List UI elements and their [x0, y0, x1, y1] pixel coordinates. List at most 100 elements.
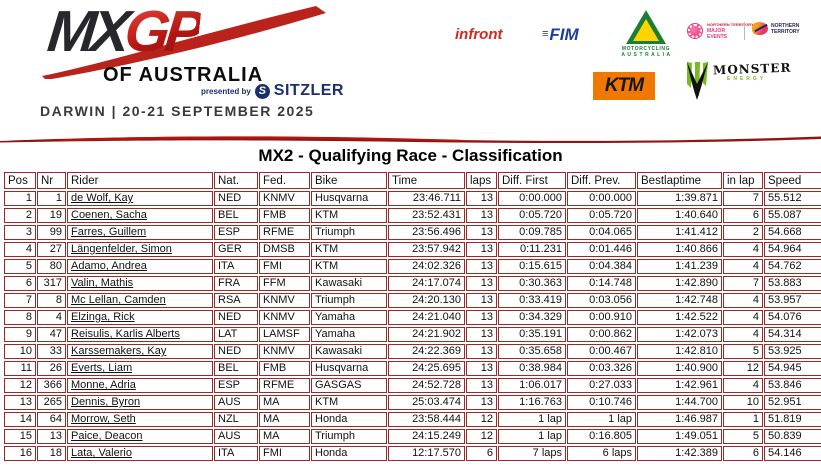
sitzler-logo: SITZLER	[273, 82, 344, 99]
table-row: 16 18 Lata, Valerio ITA FMI Honda 12:17.570 6 7 …	[4, 446, 821, 461]
column-header: Fed.	[259, 172, 310, 189]
table-cell: 24:21.902	[388, 327, 465, 342]
table-cell: 54.964	[764, 242, 821, 257]
table-cell: 54.146	[764, 446, 821, 461]
table-cell: 51.819	[764, 412, 821, 427]
table-cell: MA	[259, 429, 310, 444]
table-cell: Honda	[311, 412, 387, 427]
table-cell: 24:15.249	[388, 429, 465, 444]
column-header: in lap	[723, 172, 763, 189]
table-cell: 13	[466, 259, 497, 274]
table-cell: NED	[214, 344, 258, 359]
table-cell: 64	[37, 412, 66, 427]
table-cell: 5	[4, 259, 36, 274]
table-row: 12 366 Monne, Adria ESP RFME GASGAS 24:52.728 1…	[4, 378, 821, 393]
table-cell: 24:17.074	[388, 276, 465, 291]
rider-link[interactable]: Adamo, Andrea	[67, 259, 213, 274]
table-cell: 1:06.017	[498, 378, 566, 393]
ktm-logo: KTM	[593, 72, 655, 100]
table-row: 13 265 Dennis, Byron AUS MA KTM 25:03.474 13 1:1…	[4, 395, 821, 410]
motorcycling-australia-triangle-icon	[626, 10, 666, 44]
rider-link[interactable]: Farres, Guillem	[67, 225, 213, 240]
rider-link[interactable]: de Wolf, Kay	[67, 191, 213, 206]
table-cell: Triumph	[311, 429, 387, 444]
column-header: Time	[388, 172, 465, 189]
table-cell: 24:22.369	[388, 344, 465, 359]
table-cell: LAMSF	[259, 327, 310, 342]
table-row: 3 99 Farres, Guillem ESP RFME Triumph 23:56.49…	[4, 225, 821, 240]
table-cell: 4	[723, 327, 763, 342]
table-cell: 25:03.474	[388, 395, 465, 410]
table-cell: 1 lap	[567, 412, 636, 427]
motorcycling-australia-logo: MOTORCYCLING A U S T R A L I A	[616, 10, 676, 58]
table-cell: 7	[723, 191, 763, 206]
table-cell: 9	[4, 327, 36, 342]
rider-link[interactable]: Dennis, Byron	[67, 395, 213, 410]
table-row: 7 8 Mc Lellan, Camden RSA KNMV Triumph 24:20.1…	[4, 293, 821, 308]
major-events-logo: NORTHERN TERRITORY MAJOR EVENTS	[688, 22, 754, 40]
table-cell: KNMV	[259, 310, 310, 325]
results-table: Pos Nr Rider Nat. Fed. Bike Time laps Diff. Firs…	[3, 170, 821, 463]
table-cell: 12	[466, 429, 497, 444]
table-cell: FFM	[259, 276, 310, 291]
rider-link[interactable]: Monne, Adria	[67, 378, 213, 393]
table-cell: 1:42.522	[637, 310, 722, 325]
rider-link[interactable]: Lata, Valerio	[67, 446, 213, 461]
table-row: 8 4 Elzinga, Rick NED KNMV Yamaha 24:21.040 13 0…	[4, 310, 821, 325]
table-cell: 265	[37, 395, 66, 410]
rider-link[interactable]: Everts, Liam	[67, 361, 213, 376]
table-row: 9 47 Reisulis, Karlis Alberts LAT LAMSF Yamah…	[4, 327, 821, 342]
mxgp-logo-gp: GP	[121, 0, 203, 64]
column-header: Nr	[37, 172, 66, 189]
northern-territory-bird-icon	[752, 22, 768, 35]
table-cell: 13	[466, 344, 497, 359]
rider-link[interactable]: Coenen, Sacha	[67, 208, 213, 223]
table-cell: 10	[723, 395, 763, 410]
table-cell: DMSB	[259, 242, 310, 257]
table-cell: 0:15.615	[498, 259, 566, 274]
rider-link[interactable]: Mc Lellan, Camden	[67, 293, 213, 308]
table-cell: 1	[4, 191, 36, 206]
table-cell: 0:05.720	[498, 208, 566, 223]
table-cell: 53.883	[764, 276, 821, 291]
monster-claw-icon	[687, 62, 708, 100]
table-cell: FMI	[259, 446, 310, 461]
rider-link[interactable]: Karssemakers, Kay	[67, 344, 213, 359]
presented-by-block: presented by S SITZLER	[201, 82, 344, 100]
table-cell: Triumph	[311, 293, 387, 308]
presented-by-label: presented by	[201, 86, 251, 96]
table-cell: 1 lap	[498, 429, 566, 444]
table-cell: 1:40.900	[637, 361, 722, 376]
table-cell: 13	[466, 378, 497, 393]
table-cell: AUS	[214, 429, 258, 444]
page-title: MX2 - Qualifying Race - Classification	[258, 146, 563, 165]
table-cell: NED	[214, 191, 258, 206]
column-header: Speed	[764, 172, 821, 189]
table-cell: 24:21.040	[388, 310, 465, 325]
rider-link[interactable]: Valin, Mathis	[67, 276, 213, 291]
major-events-label: NORTHERN TERRITORY MAJOR EVENTS	[707, 22, 754, 40]
table-cell: Kawasaki	[311, 344, 387, 359]
rider-link[interactable]: Morrow, Seth	[67, 412, 213, 427]
table-cell: 1	[37, 191, 66, 206]
rider-link[interactable]: Paice, Deacon	[67, 429, 213, 444]
table-cell: 53.846	[764, 378, 821, 393]
column-header: Pos	[4, 172, 36, 189]
event-location-date: DARWIN | 20-21 SEPTEMBER 2025	[40, 103, 315, 119]
table-cell: RSA	[214, 293, 258, 308]
rider-link[interactable]: Elzinga, Rick	[67, 310, 213, 325]
table-cell: RFME	[259, 225, 310, 240]
table-cell: ESP	[214, 378, 258, 393]
table-cell: 13	[466, 208, 497, 223]
table-cell: 1	[723, 412, 763, 427]
table-cell: 0:09.785	[498, 225, 566, 240]
rider-link[interactable]: Längenfelder, Simon	[67, 242, 213, 257]
table-cell: 19	[37, 208, 66, 223]
table-cell: 53.925	[764, 344, 821, 359]
table-cell: 366	[37, 378, 66, 393]
rider-link[interactable]: Reisulis, Karlis Alberts	[67, 327, 213, 342]
table-cell: 0:03.326	[567, 361, 636, 376]
table-cell: 0:27.033	[567, 378, 636, 393]
table-cell: 54.314	[764, 327, 821, 342]
table-cell: 8	[37, 293, 66, 308]
